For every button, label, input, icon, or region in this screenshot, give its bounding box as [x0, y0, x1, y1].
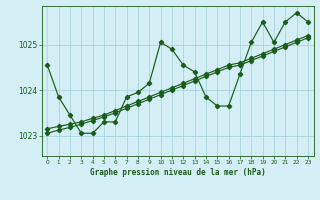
X-axis label: Graphe pression niveau de la mer (hPa): Graphe pression niveau de la mer (hPa) [90, 168, 266, 177]
